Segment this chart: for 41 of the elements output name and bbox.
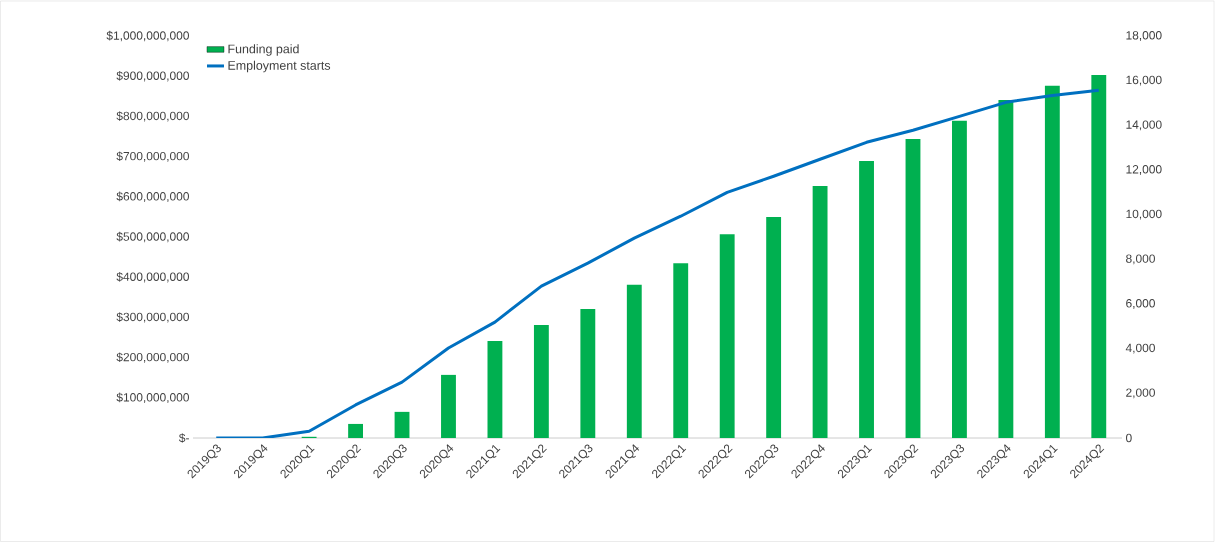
bar [1091,74,1107,438]
bar [952,120,967,438]
y-tick-label: $400,000,000 [116,272,190,283]
line-series [214,88,1101,438]
legend-label: Employment starts [228,60,331,73]
y2-tick-label: 16,000 [1126,75,1162,86]
bar [766,216,782,438]
bar [348,423,364,438]
legend-label: Funding paid [228,44,299,56]
y-tick-label: $600,000,000 [116,191,190,202]
bar [673,263,689,438]
y-tick-label: $300,000,000 [116,312,190,323]
y2-tick-label: 4,000 [1125,343,1155,354]
y-tick-label: $100,000,000 [116,392,190,403]
y-tick-label: $200,000,000 [116,352,190,363]
y-tick-label: $500,000,000 [116,231,190,243]
y2-tick-label: 6,000 [1126,299,1155,309]
bar [487,341,503,438]
bar [719,234,735,438]
y-tick-label: $900,000,000 [116,71,190,82]
bar [533,325,549,438]
bar [626,284,642,438]
y2-tick-label: 2,000 [1126,388,1155,399]
y2-tick-label: 14,000 [1126,120,1162,131]
y2-tick-label: 8,000 [1126,254,1155,265]
y2-tick-label: 0 [1126,433,1132,443]
y2-tick-label: 12,000 [1126,165,1162,175]
y2-tick-label: 18,000 [1126,31,1162,41]
bar [441,374,456,438]
bar [859,161,874,438]
bar [394,411,410,438]
y-tick-label: $700,000,000 [116,151,190,162]
y-tick-label: $800,000,000 [116,111,190,122]
y2-tick-label: 10,000 [1126,209,1162,220]
bar [905,138,921,438]
bar [998,99,1014,438]
bar [812,185,828,438]
y-tick-label: $1,000,000,000 [106,30,190,42]
bar [580,308,596,438]
bar [1044,85,1060,438]
y-tick-label: $- [178,433,189,443]
